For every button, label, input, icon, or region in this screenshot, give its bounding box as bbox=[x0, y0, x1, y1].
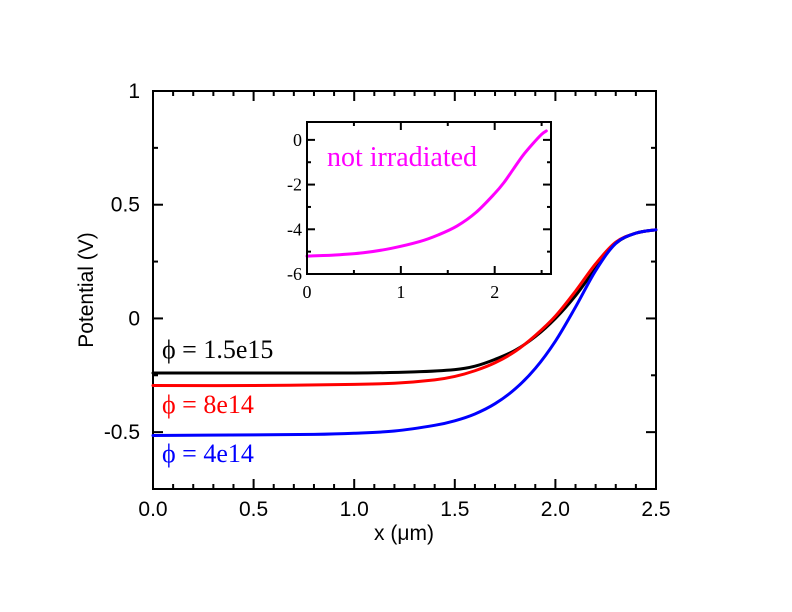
series-label-1-5e15: ϕ = 1.5e15 bbox=[162, 335, 273, 364]
main-axis-ticks bbox=[152, 90, 657, 490]
x-axis-label: x (μm) bbox=[374, 522, 434, 545]
inset-series-group bbox=[305, 129, 548, 258]
main-y-tick-label: 0.5 bbox=[111, 194, 140, 217]
inset-x-tick-label: 1 bbox=[396, 282, 405, 302]
main-x-tick-label: 0.0 bbox=[138, 498, 167, 521]
series-line-1 bbox=[151, 228, 658, 388]
main-x-tick-label: 1.5 bbox=[440, 498, 469, 521]
main-x-tick-label: 2.0 bbox=[541, 498, 570, 521]
main-x-tick-label: 2.5 bbox=[641, 498, 670, 521]
series-label-8e14: ϕ = 8e14 bbox=[162, 390, 254, 419]
inset-x-tick-labels: 0 1 2 bbox=[303, 282, 500, 302]
inset-series-label: not irradiated bbox=[327, 142, 477, 173]
main-series-group bbox=[151, 228, 658, 438]
main-y-tick-label: -0.5 bbox=[104, 421, 140, 444]
main-plot-frame bbox=[152, 90, 657, 490]
inset-y-tick-label: -2 bbox=[287, 175, 302, 195]
inset-y-tick-labels: -6 -4 -2 0 bbox=[287, 130, 302, 284]
inset-y-tick-label: 0 bbox=[293, 130, 302, 150]
main-y-tick-label: 1 bbox=[128, 80, 140, 103]
inset-x-tick-label: 2 bbox=[490, 282, 499, 302]
inset-y-tick-label: -6 bbox=[287, 264, 302, 284]
main-x-tick-label: 0.5 bbox=[239, 498, 268, 521]
inset-plot-frame bbox=[306, 121, 552, 275]
main-x-tick-labels: 0.0 0.5 1.0 1.5 2.0 2.5 bbox=[138, 498, 670, 521]
inset-background bbox=[307, 122, 551, 274]
inset-series-line-0 bbox=[305, 129, 548, 258]
inset-y-tick-label: -4 bbox=[287, 219, 302, 239]
main-y-tick-labels: -0.5 0 0.5 1 bbox=[104, 80, 140, 444]
series-label-4e14: ϕ = 4e14 bbox=[162, 439, 254, 468]
main-x-tick-label: 1.0 bbox=[340, 498, 369, 521]
inset-axis-ticks bbox=[306, 122, 551, 275]
inset-x-tick-label: 0 bbox=[303, 282, 312, 302]
y-axis-label: Potential (V) bbox=[75, 232, 98, 348]
series-line-2 bbox=[151, 228, 658, 438]
main-y-tick-label: 0 bbox=[128, 307, 140, 330]
